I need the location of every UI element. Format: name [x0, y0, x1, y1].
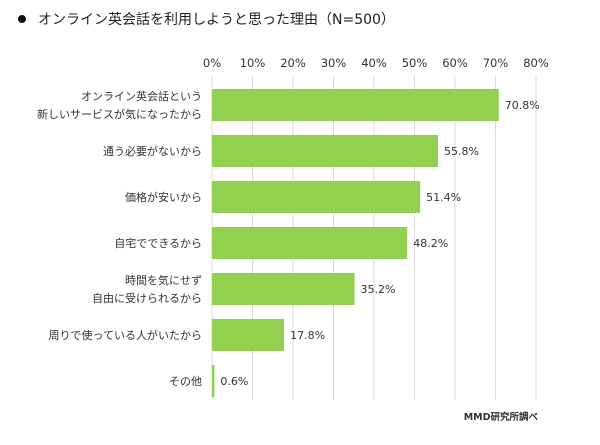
- category-label: 新しいサービスが気になったから: [37, 107, 202, 121]
- x-tick-label: 40%: [361, 56, 387, 70]
- bar: [212, 135, 438, 167]
- category-label: 時間を気にせず: [125, 273, 202, 287]
- source-note: MMD研究所調べ: [463, 412, 538, 423]
- x-tick-label: 50%: [402, 56, 428, 70]
- bar: [212, 89, 499, 121]
- bar: [212, 273, 355, 305]
- x-tick-label: 0%: [203, 56, 221, 70]
- data-label: 51.4%: [426, 191, 461, 204]
- bar: [212, 365, 215, 397]
- category-label: その他: [169, 375, 202, 388]
- data-label: 35.2%: [361, 283, 396, 296]
- category-label: 通う必要がないから: [103, 144, 202, 158]
- bar: [212, 181, 421, 213]
- category-label: 価格が安いから: [125, 190, 202, 204]
- x-tick-label: 60%: [442, 56, 468, 70]
- chart-title: オンライン英会話を利用しようと思った理由（N=500）: [18, 9, 395, 29]
- chart-title-text: オンライン英会話を利用しようと思った理由（N=500）: [38, 12, 395, 28]
- bar: [212, 319, 285, 351]
- category-label: オンライン英会話という: [81, 89, 202, 103]
- data-label: 48.2%: [413, 237, 448, 250]
- bullet-icon: [18, 15, 26, 23]
- x-tick-label: 70%: [483, 56, 509, 70]
- x-tick-label: 20%: [280, 56, 306, 70]
- category-label: 周りで使っている人がいたから: [49, 328, 202, 342]
- x-tick-label: 80%: [523, 56, 549, 70]
- x-tick-label: 30%: [321, 56, 347, 70]
- data-label: 55.8%: [444, 145, 479, 158]
- data-label: 70.8%: [505, 99, 540, 112]
- data-label: 17.8%: [290, 329, 325, 342]
- category-label: 自由に受けられるから: [92, 291, 202, 305]
- x-tick-label: 10%: [240, 56, 266, 70]
- bar: [212, 227, 408, 259]
- category-label: 自宅でできるから: [114, 236, 202, 250]
- data-label: 0.6%: [220, 375, 248, 388]
